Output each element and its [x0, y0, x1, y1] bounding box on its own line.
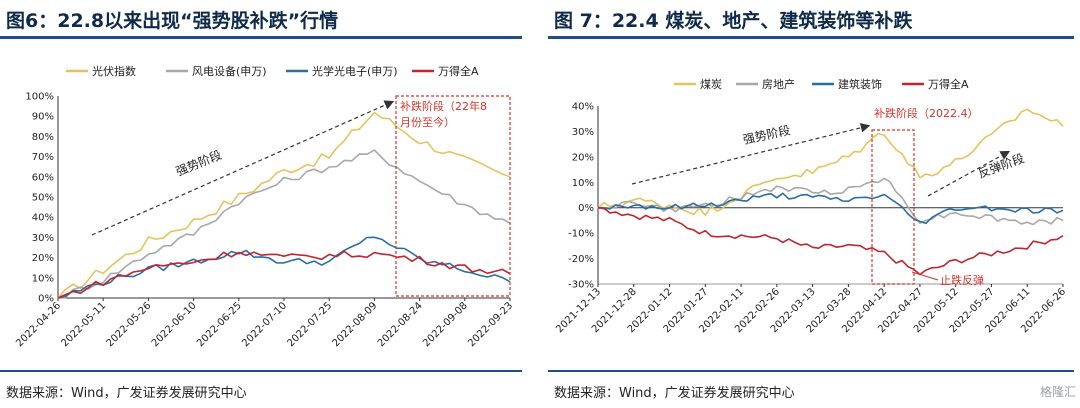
legend-label: 房地产	[762, 77, 795, 91]
y-tick-label: 10%	[32, 273, 54, 284]
left-panel: 图6：22.8以来出现“强势股补跌”行情 光伏指数 风电设备(申万) 光学光电子(申…	[0, 0, 530, 408]
x-tick-label: 2022-06-10	[150, 300, 199, 349]
y-tick-label: 10%	[572, 178, 594, 189]
series-line	[57, 111, 511, 299]
annotation-fall: 补跌阶段（2022.4）	[874, 106, 979, 120]
legend-label: 光学光电子(申万)	[312, 64, 398, 78]
trend-arrow	[91, 100, 395, 236]
x-tick-label: 2022-06-25	[195, 300, 244, 349]
trend-arrow-rebound	[927, 150, 1011, 197]
highlight-box	[395, 95, 511, 297]
y-tick-label: -30%	[568, 280, 594, 291]
y-tick-label: 0%	[38, 294, 54, 305]
annotation-strong: 强势阶段	[742, 122, 792, 147]
y-tick-label: 0%	[578, 203, 594, 214]
series-line	[597, 108, 1064, 216]
legend-label: 建筑装饰	[838, 77, 882, 91]
y-tick-label: -20%	[568, 254, 594, 265]
right-chart-title: 图 7：22.4 煤炭、地产、建筑装饰等补跌	[554, 10, 913, 32]
right-title-rule	[548, 36, 1074, 39]
y-tick-label: -10%	[568, 229, 594, 240]
y-tick-label: 20%	[32, 253, 54, 264]
y-tick-label: 60%	[32, 172, 54, 183]
legend-label: 风电设备(申万)	[192, 64, 267, 78]
annotation-strong: 强势阶段	[174, 147, 224, 179]
annotation-rebound-stage: 反弹阶段	[976, 150, 1026, 181]
series-line	[597, 206, 1064, 276]
y-tick-label: 100%	[25, 92, 54, 103]
y-tick-label: 30%	[572, 127, 594, 138]
y-tick-label: 40%	[32, 213, 54, 224]
x-tick-label: 2022-08-24	[376, 300, 425, 349]
y-tick-label: 70%	[32, 152, 54, 163]
x-tick-label: 2022-08-09	[331, 300, 380, 349]
right-panel: 图 7：22.4 煤炭、地产、建筑装饰等补跌 煤炭 房地产 建筑装饰 万得全A -30%…	[548, 0, 1080, 408]
left-source: 数据来源：Wind，广发证券发展研究中心	[6, 386, 247, 401]
y-tick-label: 40%	[572, 102, 594, 113]
x-tick-label: 2022-09-08	[421, 300, 470, 349]
y-tick-label: 80%	[32, 132, 54, 143]
left-title-rule	[0, 36, 522, 39]
legend-label: 光伏指数	[92, 64, 136, 78]
series-line	[57, 149, 511, 299]
series-line	[597, 192, 1064, 225]
x-tick-label: 2022-05-26	[105, 300, 154, 349]
legend-label: 万得全A	[928, 77, 969, 91]
watermark-logo: 格隆汇	[1039, 385, 1076, 399]
annotation-rebound: 止跌反弹	[940, 273, 984, 287]
y-tick-label: 20%	[572, 152, 594, 163]
x-tick-label: 2022-07-25	[285, 300, 334, 349]
highlight-box	[871, 129, 915, 285]
right-source: 数据来源：Wind，广发证券发展研究中心	[554, 386, 795, 401]
legend-label: 煤炭	[700, 78, 722, 91]
series-line	[57, 236, 511, 299]
series-line	[57, 250, 511, 299]
right-chart: 煤炭 房地产 建筑装饰 万得全A-30%-20%-10%0%10%20%30%40%2…	[554, 77, 1068, 335]
y-tick-label: 50%	[32, 193, 54, 204]
x-tick-label: 2022-04-26	[14, 300, 63, 349]
left-footer-rule	[0, 370, 522, 372]
legend-label: 万得全A	[438, 64, 479, 78]
x-tick-label: 2022-05-11	[59, 300, 108, 349]
annotation-fall: 补跌阶段（22年8 月份至今）	[400, 99, 487, 129]
trend-arrow-strong	[631, 123, 871, 185]
x-tick-label: 2022-09-23	[466, 300, 515, 349]
x-tick-label: 2022-07-10	[240, 300, 289, 349]
left-chart-title: 图6：22.8以来出现“强势股补跌”行情	[6, 10, 339, 32]
y-tick-label: 30%	[32, 233, 54, 244]
series-line	[597, 177, 1064, 226]
y-tick-label: 90%	[32, 112, 54, 123]
right-footer-rule	[548, 370, 1074, 372]
left-chart: 光伏指数 风电设备(申万) 光学光电子(申万) 万得全A 0% 10% 20% 30% 40% 5…	[14, 64, 515, 349]
rebound-pointer	[911, 271, 939, 281]
